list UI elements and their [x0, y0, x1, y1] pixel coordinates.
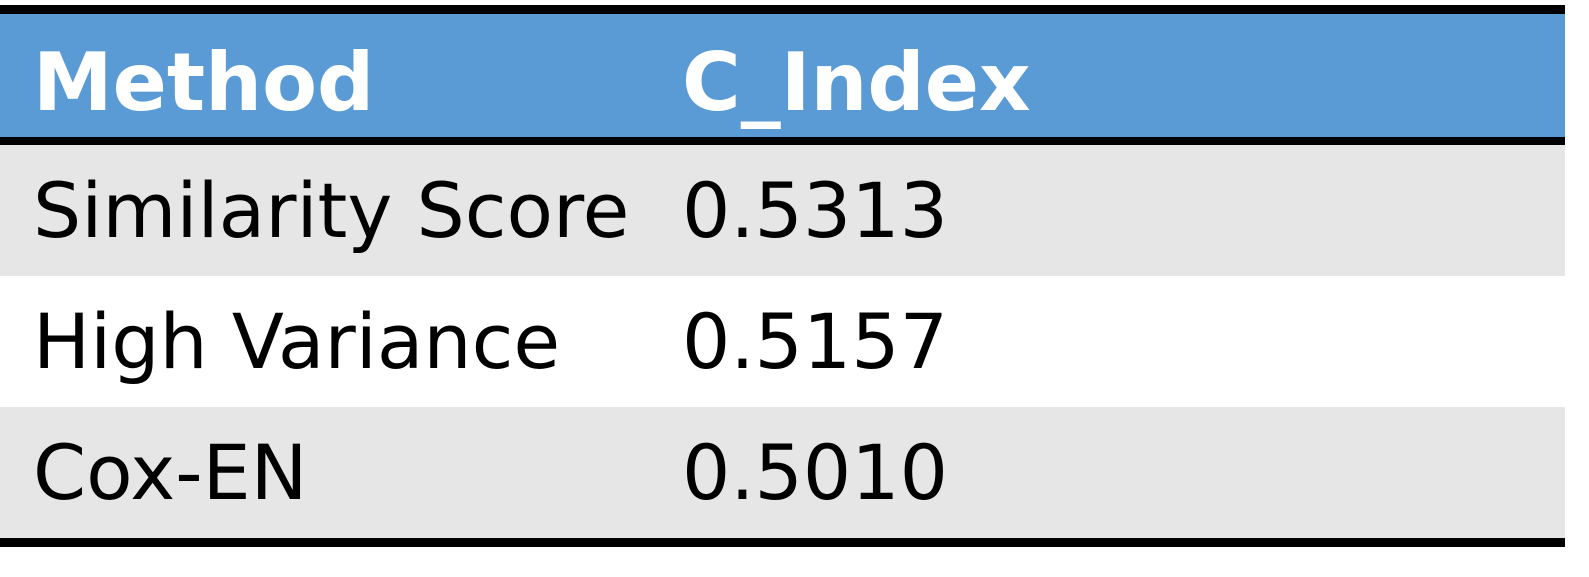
header-method: Method: [33, 35, 375, 129]
header-c-index: C_Index: [682, 35, 1031, 129]
table-bottom-rule: [0, 538, 1565, 547]
method-cell: Cox-EN: [33, 427, 308, 517]
table-row: Cox-EN 0.5010: [0, 407, 1565, 538]
c-index-cell: 0.5010: [682, 427, 948, 517]
c-index-cell: 0.5157: [682, 296, 948, 386]
method-cell: High Variance: [33, 296, 561, 386]
table-header-row: Method C_Index: [0, 14, 1565, 137]
c-index-cell: 0.5313: [682, 165, 948, 255]
results-table: Method C_Index Similarity Score 0.5313 H…: [0, 5, 1565, 547]
table-row: High Variance 0.5157: [0, 276, 1565, 407]
table-header-rule: [0, 137, 1565, 145]
method-cell: Similarity Score: [33, 165, 630, 255]
table-row: Similarity Score 0.5313: [0, 145, 1565, 276]
table-top-rule: [0, 5, 1565, 14]
